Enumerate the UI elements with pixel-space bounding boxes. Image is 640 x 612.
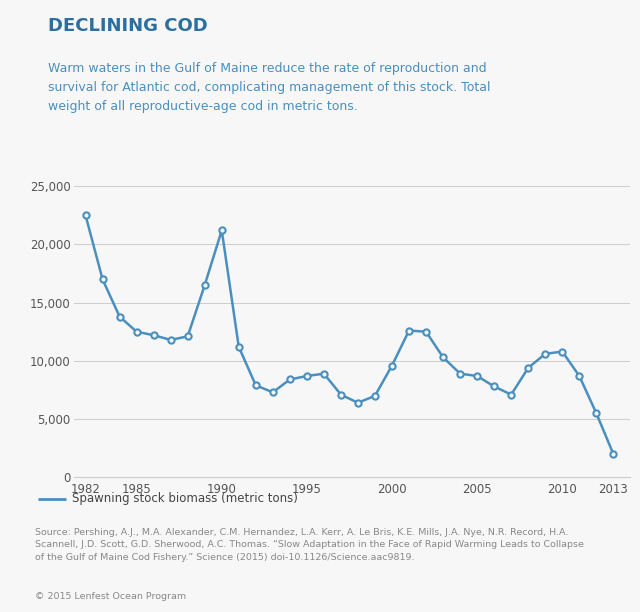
Text: © 2015 Lenfest Ocean Program: © 2015 Lenfest Ocean Program (35, 592, 186, 601)
Text: Warm waters in the Gulf of Maine reduce the rate of reproduction and
survival fo: Warm waters in the Gulf of Maine reduce … (48, 62, 490, 113)
Text: Source: Pershing, A.J., M.A. Alexander, C.M. Hernandez, L.A. Kerr, A. Le Bris, K: Source: Pershing, A.J., M.A. Alexander, … (35, 528, 584, 562)
Text: Spawning stock biomass (metric tons): Spawning stock biomass (metric tons) (72, 492, 298, 505)
Text: DECLINING COD: DECLINING COD (48, 17, 208, 35)
